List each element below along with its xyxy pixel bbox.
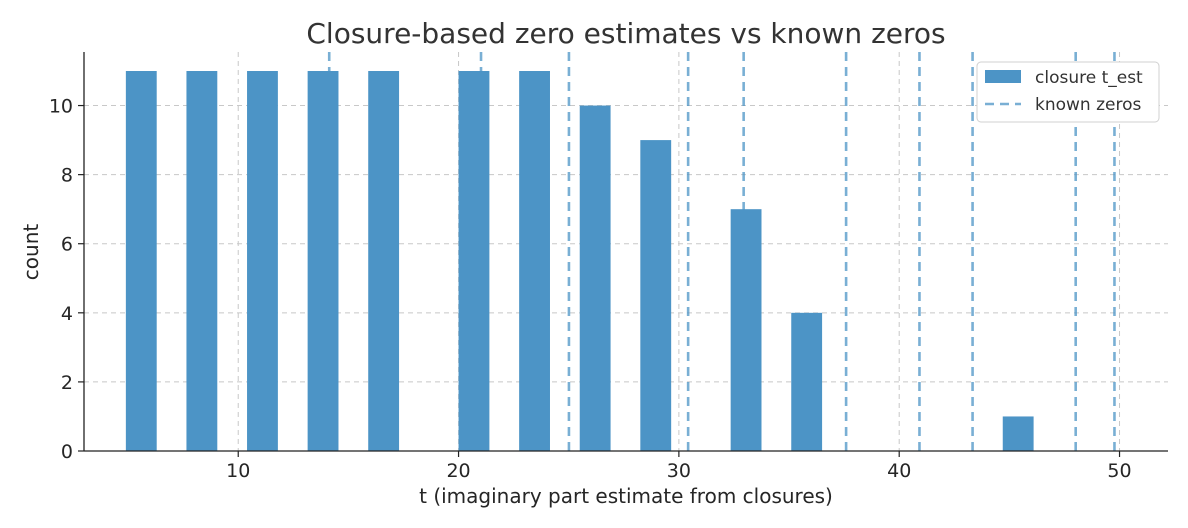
- legend-zero-label: known zeros: [1035, 95, 1142, 115]
- legend: closure t_est known zeros: [976, 61, 1160, 123]
- y-tick-label: 8: [61, 165, 73, 187]
- y-ticks: 0 2 4 6 8 10: [49, 96, 84, 463]
- bars: [125, 71, 1034, 451]
- x-axis-label: t (imaginary part estimate from closures…: [419, 484, 833, 508]
- bar: [791, 312, 823, 451]
- y-tick-label: 2: [61, 372, 73, 394]
- x-tick-label: 50: [1107, 460, 1131, 482]
- legend-bar-swatch: [985, 70, 1021, 83]
- y-tick-label: 0: [61, 441, 73, 463]
- bar: [640, 140, 672, 451]
- bar: [368, 71, 400, 451]
- bar: [186, 71, 218, 451]
- bar: [1002, 416, 1034, 451]
- x-tick-label: 20: [446, 460, 470, 482]
- legend-bar-label: closure t_est: [1035, 68, 1143, 88]
- legend-frame: [976, 61, 1160, 123]
- y-axis-label: count: [19, 224, 43, 281]
- y-tick-label: 6: [61, 234, 73, 256]
- bar: [730, 209, 762, 451]
- bar: [579, 105, 611, 451]
- chart-title: Closure-based zero estimates vs known ze…: [306, 17, 945, 50]
- bar: [125, 71, 157, 451]
- x-tick-label: 30: [667, 460, 691, 482]
- bar: [247, 71, 278, 451]
- x-tick-label: 10: [226, 460, 250, 482]
- y-tick-label: 4: [61, 303, 73, 325]
- bar: [519, 71, 550, 451]
- x-ticks: 10 20 30 40 50: [226, 451, 1132, 482]
- x-tick-label: 40: [887, 460, 911, 482]
- y-tick-label: 10: [49, 96, 73, 118]
- bar: [458, 71, 490, 451]
- bar: [307, 71, 339, 451]
